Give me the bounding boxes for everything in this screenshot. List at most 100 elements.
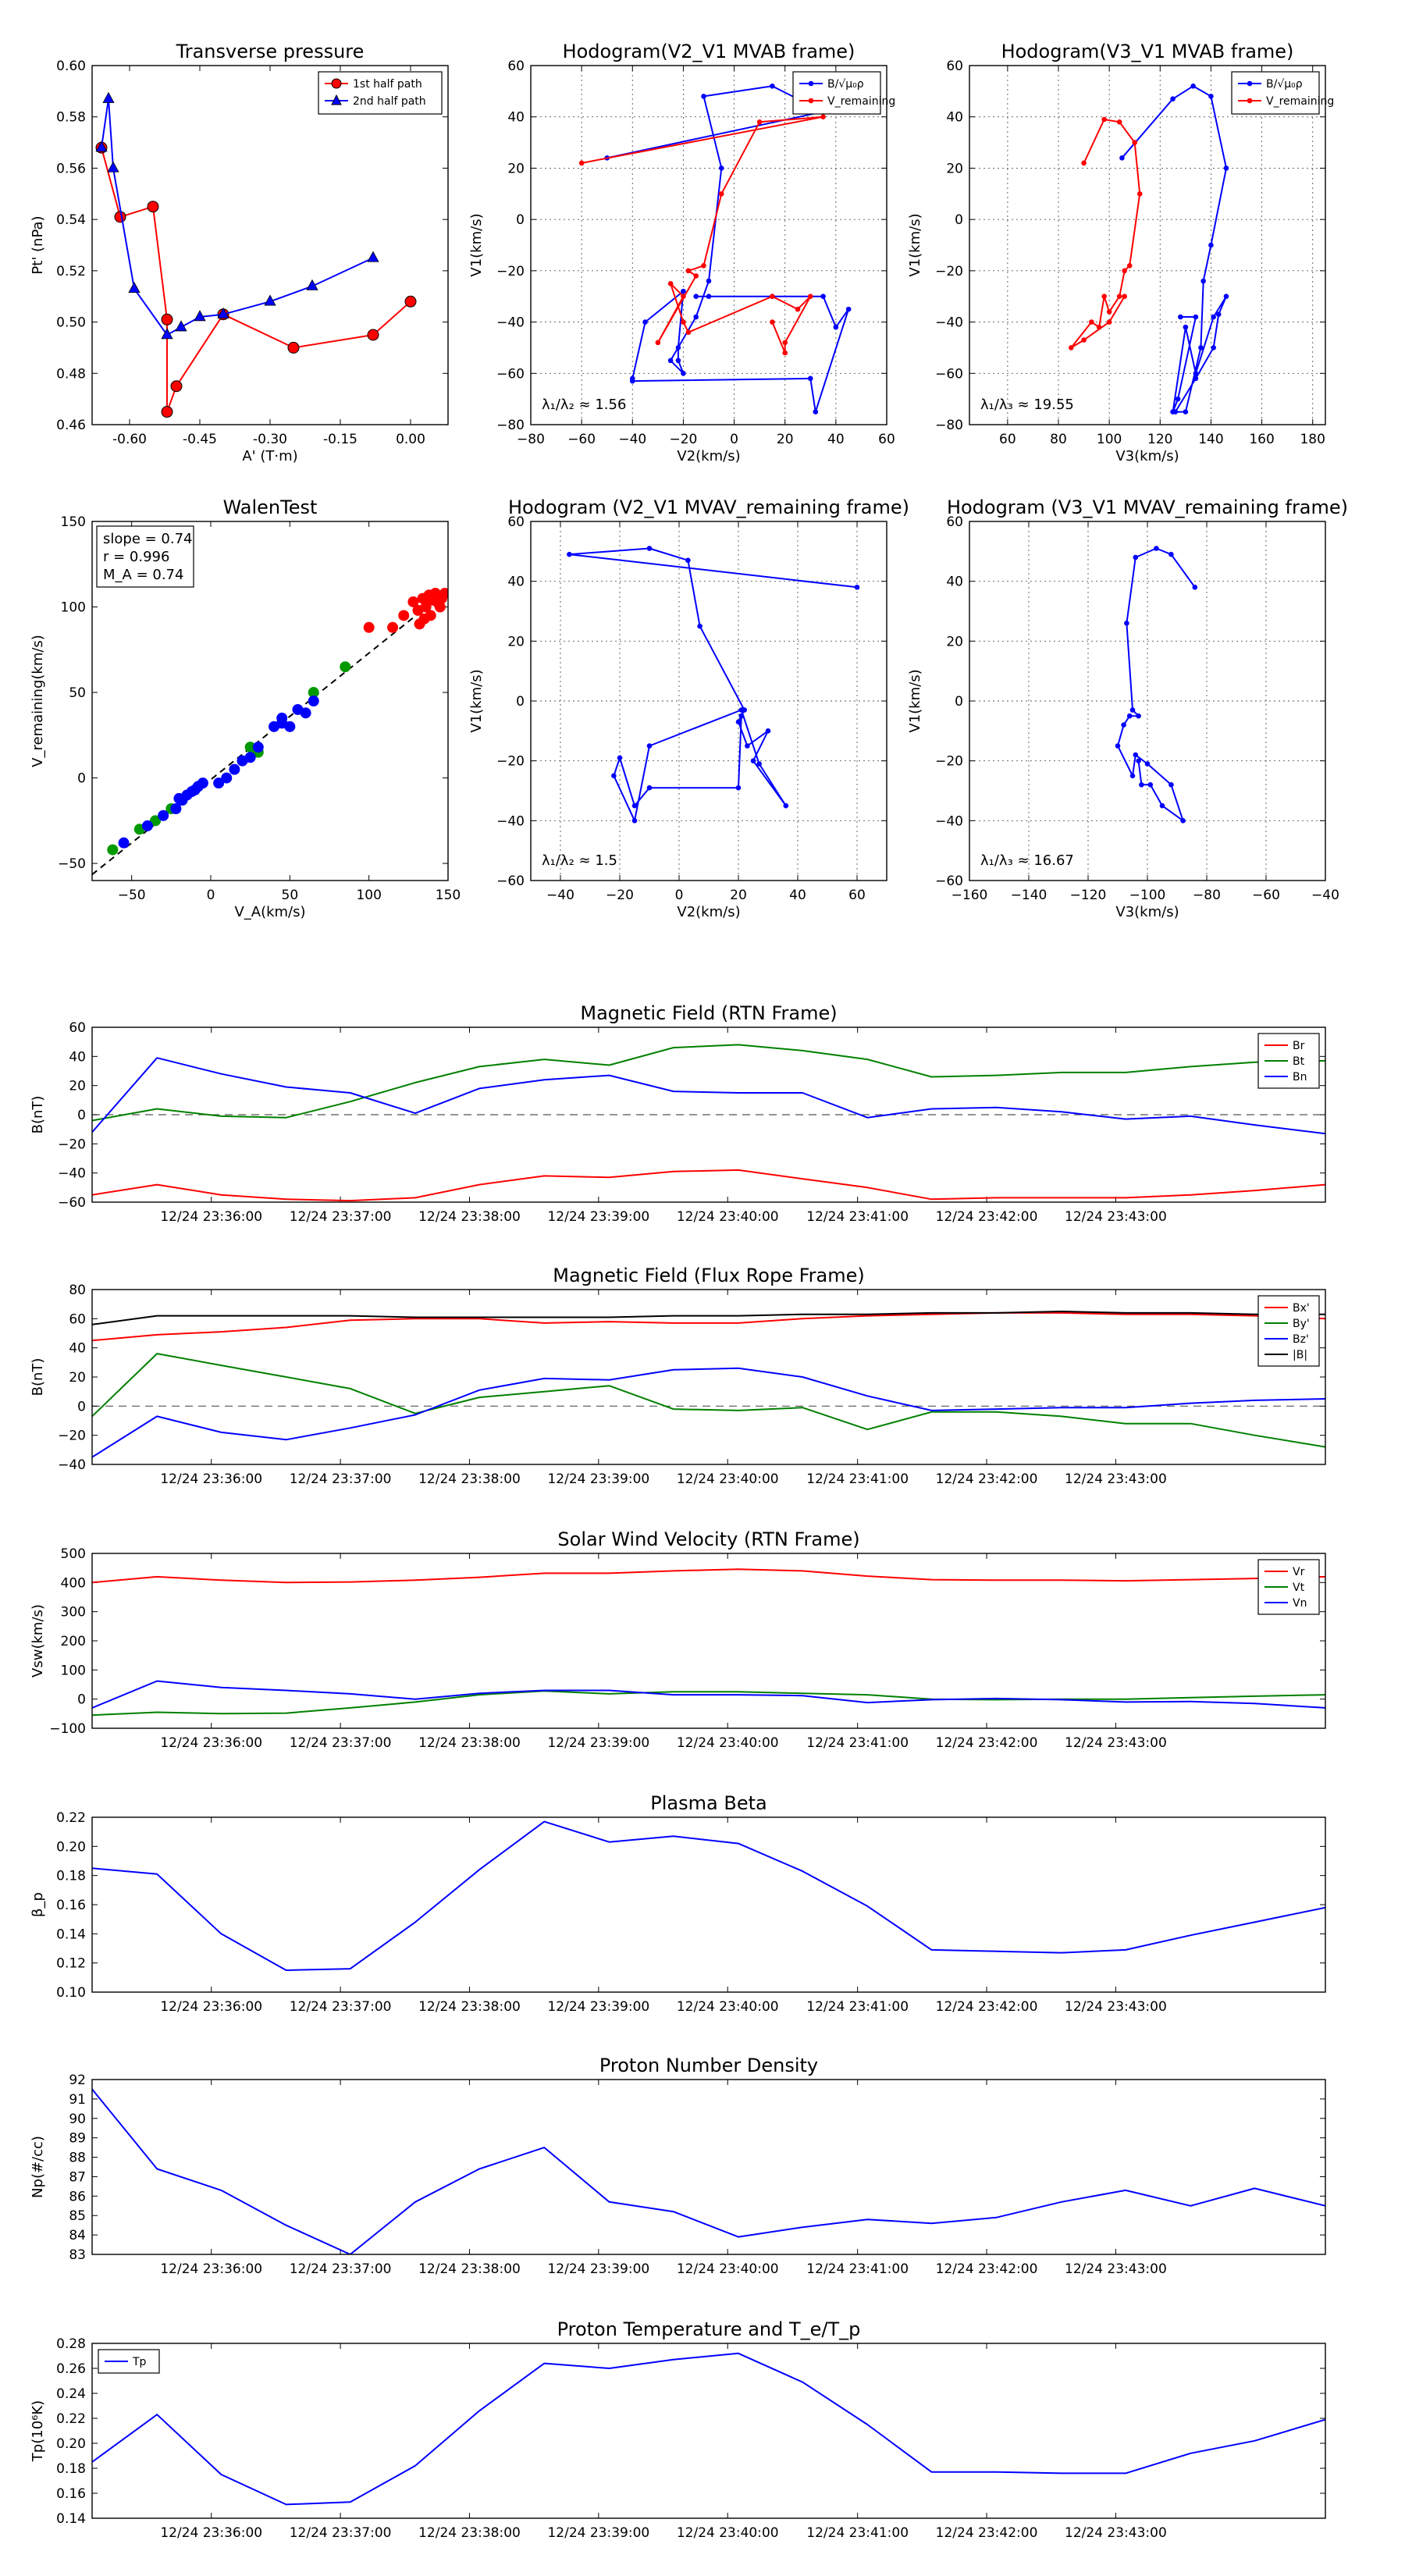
data-point — [308, 696, 319, 706]
data-point — [1096, 324, 1102, 330]
data-point — [845, 306, 852, 312]
y-tick-label: 200 — [61, 1634, 86, 1649]
x-axis-label: V2(km/s) — [677, 904, 740, 920]
chart-title: Proton Temperature and T_e/T_p — [557, 2318, 861, 2340]
data-point — [675, 345, 681, 350]
y-tick-label: 0.10 — [56, 1985, 86, 2001]
series-line-Bx' — [92, 1311, 1325, 1342]
x-tick-label: 0.00 — [396, 432, 425, 447]
x-tick-label: 180 — [1300, 432, 1325, 447]
x-tick-label: 12/24 23:36:00 — [160, 2525, 262, 2541]
data-point — [693, 314, 699, 320]
legend-label: Br — [1293, 1040, 1305, 1052]
data-point — [128, 282, 140, 294]
y-tick-label: 85 — [69, 2208, 86, 2224]
x-tick-label: 12/24 23:39:00 — [547, 1471, 649, 1487]
y-tick-label: −40 — [58, 1457, 86, 1473]
y-tick-label: −40 — [496, 315, 525, 331]
y-tick-label: 20 — [946, 634, 963, 649]
data-point — [833, 324, 839, 330]
y-tick-label: 0.50 — [56, 315, 86, 331]
data-point — [820, 294, 826, 300]
y-tick-label: −80 — [935, 418, 963, 433]
x-tick-label: −160 — [951, 888, 988, 903]
x-tick-label: 12/24 23:40:00 — [677, 1999, 779, 2015]
data-point — [300, 707, 311, 719]
y-tick-label: 0 — [516, 212, 525, 228]
data-point — [367, 251, 379, 262]
x-tick-label: 40 — [827, 432, 845, 447]
eigenvalue-ratio: λ₁/λ₂ ≈ 1.5 — [542, 852, 617, 869]
y-tick-label: 0.56 — [56, 161, 86, 176]
x-axis-label: V3(km/s) — [1115, 904, 1179, 920]
series-line-Bn — [92, 1057, 1325, 1135]
data-point — [1180, 818, 1186, 824]
chart-title: Hodogram(V2_V1 MVAB frame) — [563, 41, 855, 62]
data-point — [1193, 375, 1199, 382]
data-point — [782, 340, 788, 346]
x-tick-label: −60 — [567, 432, 596, 447]
series-line-B/√μ₀ρ — [1121, 85, 1227, 413]
data-point — [1168, 551, 1174, 557]
chart-transverse: -0.60 -0.45 -0.30 -0.15 0.00 0.46 0.48 0.50 0.52… — [30, 41, 449, 464]
data-point — [197, 777, 208, 789]
data-point — [1116, 294, 1122, 300]
data-point — [681, 319, 686, 325]
legend-label: Bt — [1293, 1055, 1305, 1068]
y-tick-label: 0 — [955, 694, 963, 710]
data-point — [685, 268, 692, 274]
data-point — [170, 380, 183, 393]
x-tick-label: 12/24 23:43:00 — [1065, 1999, 1167, 2015]
chart-hodo_v3_mvab: 60 80 100 120 140 160 180 −80 −60 −40 −20 0 20 40 60 Ho… — [907, 41, 1334, 464]
data-point — [1178, 314, 1183, 320]
chart-title: Solar Wind Velocity (RTN Frame) — [557, 1528, 859, 1550]
y-axis-label: B(nT) — [30, 1358, 46, 1397]
chart-title: WalenTest — [223, 496, 318, 518]
y-tick-label: 100 — [61, 1663, 86, 1678]
legend-label: Bx' — [1293, 1302, 1310, 1315]
data-point — [363, 621, 375, 633]
data-point — [1200, 278, 1206, 284]
legend: B/√μ₀ρ V_remaining — [1231, 71, 1334, 115]
x-tick-label: −40 — [1311, 888, 1339, 903]
data-point — [1170, 96, 1176, 102]
legend-label: Bz' — [1293, 1333, 1309, 1346]
y-tick-label: 84 — [69, 2228, 86, 2243]
y-tick-label: −60 — [58, 1195, 86, 1211]
chart-hodo_v3_mvav: −160 −140 −120 −100 −80 −60 −40 −60 −40 −20 0 20 40 6… — [907, 496, 1348, 920]
data-point — [782, 350, 788, 356]
plot-area — [92, 2088, 1325, 2254]
eigenvalue-ratio: λ₁/λ₂ ≈ 1.56 — [542, 397, 626, 413]
data-point — [1116, 119, 1122, 125]
x-tick-label: −20 — [606, 888, 634, 903]
y-tick-label: 92 — [69, 2073, 86, 2088]
data-point — [745, 743, 750, 749]
data-point — [1190, 83, 1196, 89]
x-tick-label: 60 — [999, 432, 1016, 447]
data-point — [213, 777, 225, 789]
series-line-Bt — [92, 1044, 1325, 1122]
x-tick-label: 100 — [356, 888, 381, 903]
legend-label: |B| — [1293, 1349, 1307, 1361]
y-tick-label: 500 — [61, 1546, 86, 1562]
y-tick-label: 400 — [61, 1575, 86, 1591]
legend-marker — [331, 94, 342, 105]
y-axis-label: Tp(10⁶K) — [30, 2400, 46, 2462]
y-tick-label: 0 — [955, 212, 963, 228]
x-tick-label: 12/24 23:38:00 — [418, 2261, 521, 2277]
x-tick-label: 12/24 23:43:00 — [1065, 2261, 1167, 2277]
plot-area — [1068, 83, 1229, 415]
x-tick-label: 12/24 23:38:00 — [418, 1999, 521, 2015]
y-tick-label: −40 — [935, 315, 963, 331]
data-point — [1159, 802, 1165, 809]
data-point — [681, 294, 686, 300]
y-tick-label: 20 — [946, 161, 963, 176]
data-point — [807, 294, 813, 300]
x-tick-label: 12/24 23:41:00 — [806, 2525, 909, 2541]
plot-area — [578, 83, 852, 415]
y-tick-label: 300 — [61, 1605, 86, 1621]
legend-marker — [331, 78, 342, 89]
y-tick-label: −60 — [935, 873, 963, 889]
x-tick-label: 12/24 23:42:00 — [936, 1209, 1038, 1225]
y-tick-label: 91 — [69, 2092, 86, 2108]
